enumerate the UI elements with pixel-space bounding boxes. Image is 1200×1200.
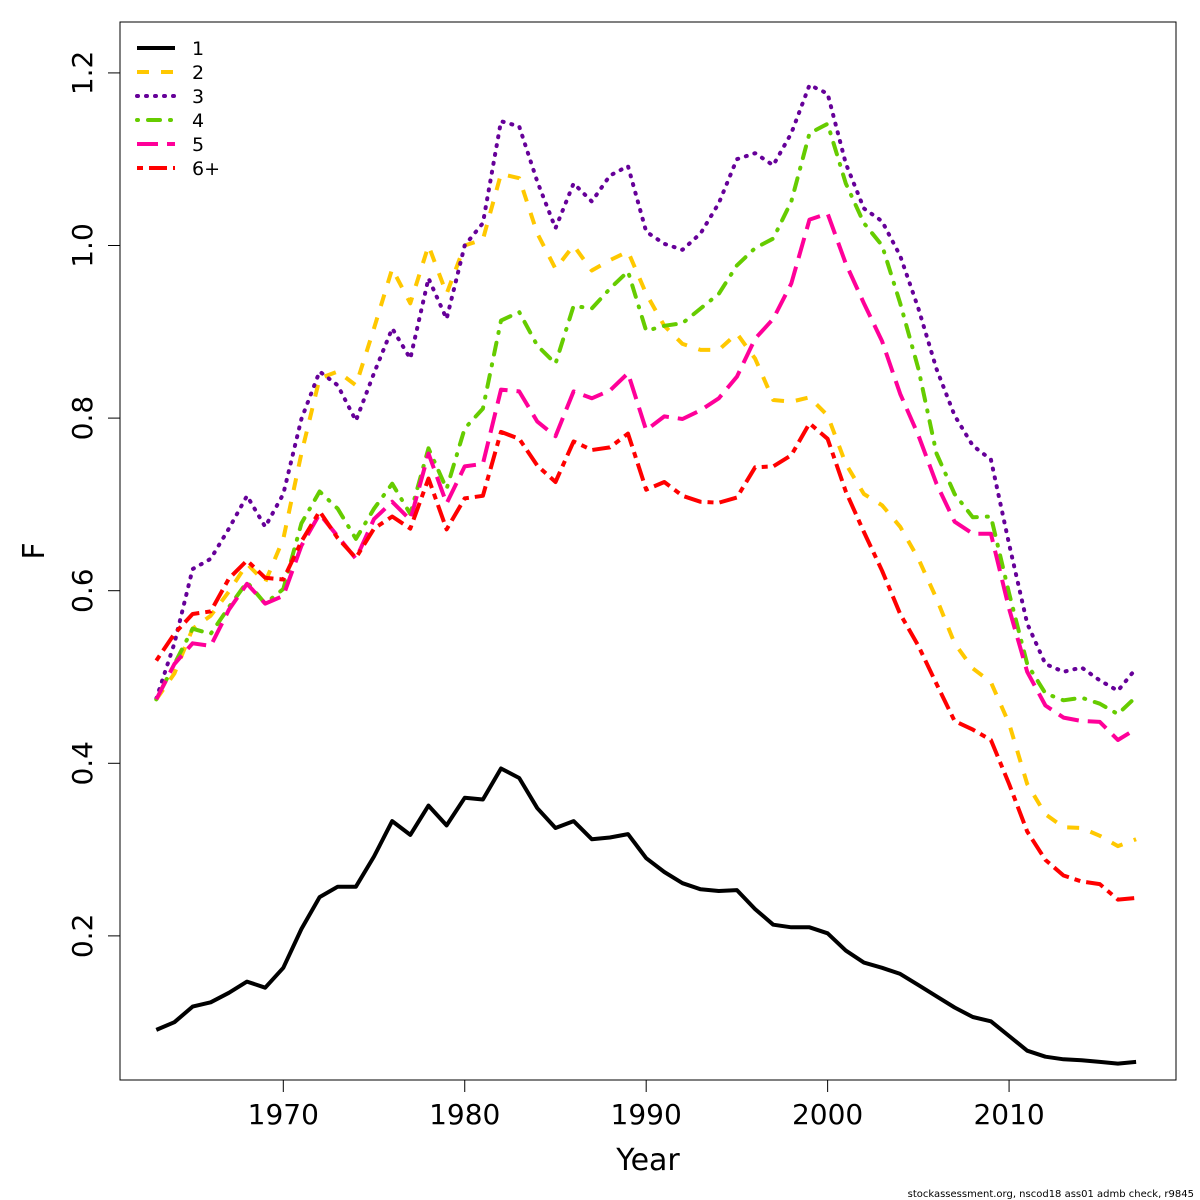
series-lines <box>154 83 1139 1066</box>
legend-label: 3 <box>192 86 204 108</box>
x-tick-label: 2010 <box>973 1098 1044 1131</box>
legend-label: 2 <box>192 62 204 84</box>
y-tick-label: 0.2 <box>66 914 99 959</box>
y-tick-label: 0.4 <box>66 741 99 786</box>
y-tick-label: 0.8 <box>66 396 99 441</box>
x-axis: 1970 1980 1990 2000 2010 <box>248 1079 1045 1131</box>
y-tick-label: 1.0 <box>66 223 99 268</box>
x-tick-label: 2000 <box>792 1098 863 1131</box>
x-tick-label: 1980 <box>429 1098 500 1131</box>
x-tick-label: 1990 <box>611 1098 682 1131</box>
x-tick-label: 1970 <box>248 1098 319 1131</box>
series-line-5 <box>154 211 1138 742</box>
legend-label: 4 <box>192 110 204 132</box>
y-tick-label: 0.6 <box>66 568 99 613</box>
series-line-1 <box>155 766 1137 1066</box>
series-line-2 <box>154 171 1137 849</box>
y-axis: 0.2 0.4 0.6 0.8 1.0 1.2 <box>66 51 121 959</box>
x-axis-label: Year <box>615 1143 680 1178</box>
series-line-6plus <box>154 421 1137 902</box>
legend-label: 6+ <box>192 158 220 180</box>
series-line-4 <box>154 121 1139 717</box>
y-tick-label: 1.2 <box>66 51 99 96</box>
legend-label: 1 <box>192 38 204 60</box>
legend-label: 5 <box>192 134 204 156</box>
y-axis-label: F <box>17 542 52 559</box>
series-line-3 <box>154 83 1139 701</box>
footer-credit: stockassessment.org, nscod18 ass01 admb … <box>908 1189 1194 1200</box>
